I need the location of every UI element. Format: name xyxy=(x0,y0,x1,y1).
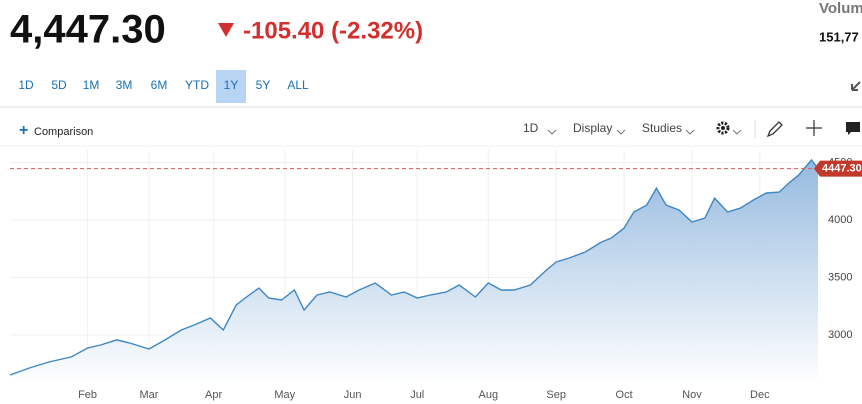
price-line xyxy=(9,158,819,376)
y-tick-label: 3000 xyxy=(828,329,852,341)
y-tick-label: 4000 xyxy=(828,214,852,226)
x-tick-label: Dec xyxy=(750,389,770,401)
x-tick-label: Jul xyxy=(410,389,424,401)
x-tick-label: Mar xyxy=(139,389,158,401)
collapse-icon[interactable] xyxy=(851,81,861,91)
last-price-tag xyxy=(814,160,862,177)
range-tab[interactable]: YTD xyxy=(185,78,209,92)
x-tick-label: Feb xyxy=(78,389,97,401)
x-tick-label: Nov xyxy=(682,389,702,401)
settings-icon[interactable] xyxy=(716,121,742,135)
plus-icon[interactable]: + xyxy=(19,122,28,139)
volume: 151,77 xyxy=(819,29,859,44)
interval-button[interactable]: 1D xyxy=(523,121,539,135)
x-tick-label: Oct xyxy=(616,389,633,401)
crosshair-icon[interactable] xyxy=(806,120,822,136)
range-tab[interactable]: 5D xyxy=(51,78,67,92)
comment-icon[interactable] xyxy=(846,122,860,135)
range-tab[interactable]: 1Y xyxy=(224,78,239,92)
range-tab[interactable]: 1D xyxy=(18,78,34,92)
chart: Feb Mar Apr May Jun Jul Aug Sep Oct Nov Dec 3000 350… xyxy=(9,150,862,401)
x-tick-label: Aug xyxy=(479,389,499,401)
chevron xyxy=(616,129,626,135)
range-tab[interactable]: 6M xyxy=(151,78,168,92)
price: 4,447.30 xyxy=(10,8,166,52)
chevron xyxy=(547,129,557,135)
last-price-label: 4447.30 xyxy=(822,162,862,174)
chevron xyxy=(685,129,695,135)
range-tabs: 1D 5D 1M 3M 6M YTD 1Y 5Y ALL xyxy=(18,70,309,103)
range-tab[interactable]: 1M xyxy=(83,78,100,92)
comparison-button[interactable]: Comparison xyxy=(34,126,93,138)
volume-label: Volum xyxy=(819,0,862,17)
x-tick-label: Sep xyxy=(546,389,566,401)
range-tab[interactable]: 3M xyxy=(116,78,133,92)
studies-button[interactable]: Studies xyxy=(642,121,682,135)
range-tab[interactable]: ALL xyxy=(287,78,309,92)
draw-icon[interactable] xyxy=(766,121,783,138)
x-tick-label: May xyxy=(274,389,295,401)
x-tick-label: Jun xyxy=(344,389,362,401)
x-tick-label: Apr xyxy=(205,389,222,401)
down-arrow xyxy=(218,23,234,37)
selected-range xyxy=(216,70,246,103)
y-tick-label: 3500 xyxy=(828,271,852,283)
range-tab[interactable]: 5Y xyxy=(256,78,271,92)
price-change: -105.40 (-2.32%) xyxy=(243,17,423,44)
price-area xyxy=(10,160,818,385)
display-button[interactable]: Display xyxy=(573,121,612,135)
